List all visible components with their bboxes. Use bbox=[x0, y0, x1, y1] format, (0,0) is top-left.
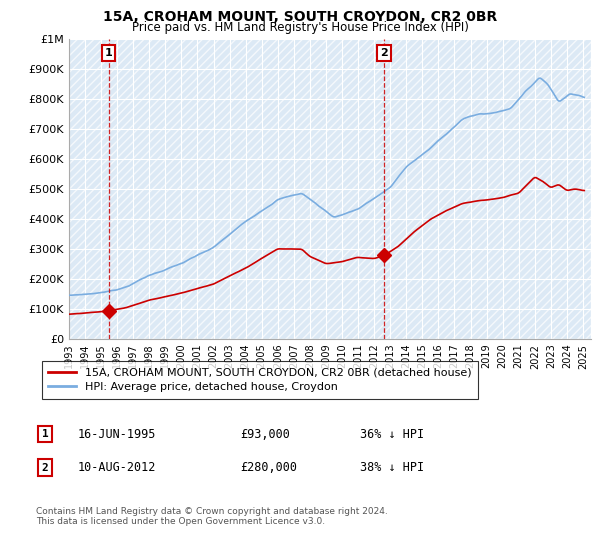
Text: 16-JUN-1995: 16-JUN-1995 bbox=[78, 427, 157, 441]
Text: 10-AUG-2012: 10-AUG-2012 bbox=[78, 461, 157, 474]
Text: 1: 1 bbox=[104, 48, 112, 58]
Text: Price paid vs. HM Land Registry's House Price Index (HPI): Price paid vs. HM Land Registry's House … bbox=[131, 21, 469, 34]
Text: 2: 2 bbox=[41, 463, 49, 473]
Text: Contains HM Land Registry data © Crown copyright and database right 2024.
This d: Contains HM Land Registry data © Crown c… bbox=[36, 507, 388, 526]
Text: 15A, CROHAM MOUNT, SOUTH CROYDON, CR2 0BR: 15A, CROHAM MOUNT, SOUTH CROYDON, CR2 0B… bbox=[103, 10, 497, 24]
Text: 1: 1 bbox=[41, 429, 49, 439]
Text: £93,000: £93,000 bbox=[240, 427, 290, 441]
Text: £280,000: £280,000 bbox=[240, 461, 297, 474]
Legend: 15A, CROHAM MOUNT, SOUTH CROYDON, CR2 0BR (detached house), HPI: Average price, : 15A, CROHAM MOUNT, SOUTH CROYDON, CR2 0B… bbox=[41, 361, 478, 399]
Text: 2: 2 bbox=[380, 48, 388, 58]
Text: 38% ↓ HPI: 38% ↓ HPI bbox=[360, 461, 424, 474]
Text: 36% ↓ HPI: 36% ↓ HPI bbox=[360, 427, 424, 441]
